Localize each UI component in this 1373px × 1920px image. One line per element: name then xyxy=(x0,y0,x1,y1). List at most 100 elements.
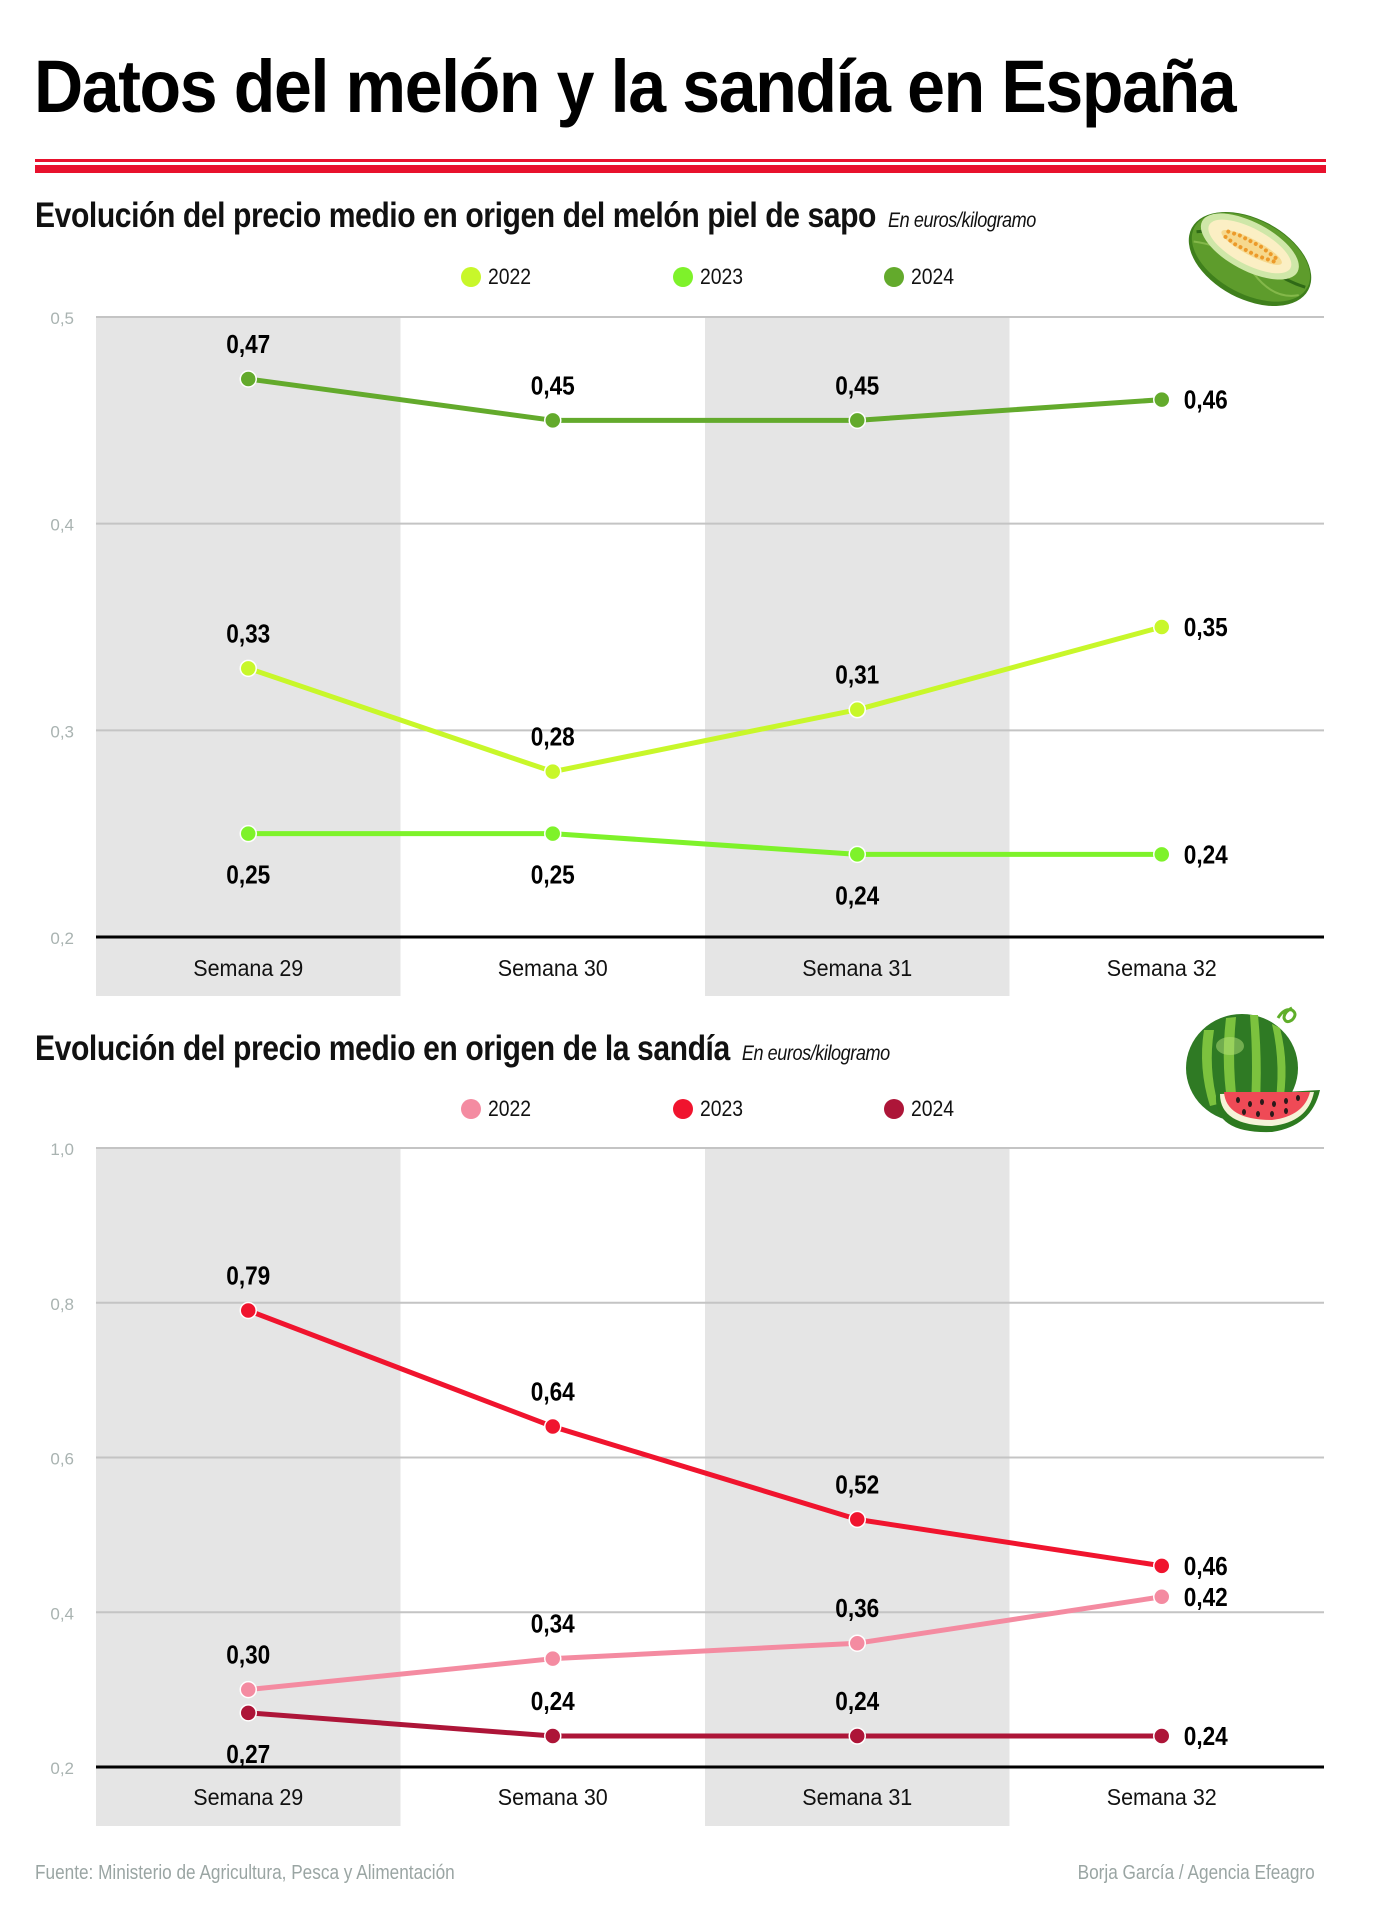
melon-chart-title-text: Evolución del precio medio en origen del… xyxy=(35,196,877,235)
data-label-2024: 0,27 xyxy=(226,1739,270,1769)
legend-label-2022: 2022 xyxy=(488,1096,532,1121)
data-point-2022 xyxy=(848,1634,866,1652)
y-tick-label: 0,4 xyxy=(50,516,74,535)
legend-dot-2022 xyxy=(461,267,481,287)
data-point-2024 xyxy=(1153,1727,1171,1745)
column-band xyxy=(96,1148,401,1826)
data-point-2024 xyxy=(239,370,257,388)
legend-dot-2022 xyxy=(461,1099,481,1119)
y-tick-label: 0,2 xyxy=(50,1759,74,1778)
data-point-2023 xyxy=(544,824,562,843)
data-point-2023 xyxy=(1153,1557,1171,1575)
melon-chart-title: Evolución del precio medio en origen del… xyxy=(35,196,1036,236)
legend-dot-2023 xyxy=(673,267,693,287)
x-tick-label: Semana 30 xyxy=(498,955,608,981)
data-label-2024: 0,24 xyxy=(835,1686,879,1716)
data-point-2022 xyxy=(1153,618,1171,636)
data-label-2024: 0,45 xyxy=(835,370,879,400)
data-point-2022 xyxy=(544,1649,562,1668)
watermelon-chart-title-text: Evolución del precio medio en origen de … xyxy=(35,1029,730,1068)
x-tick-label: Semana 31 xyxy=(802,955,912,981)
y-tick-label: 0,5 xyxy=(50,309,74,328)
watermelon-icon xyxy=(1186,1006,1320,1133)
y-tick-label: 0,2 xyxy=(50,929,74,948)
legend-label-2023: 2023 xyxy=(700,264,744,289)
y-tick-label: 0,8 xyxy=(50,1295,74,1314)
melon-icon xyxy=(1188,212,1312,306)
data-point-2024 xyxy=(848,1727,866,1745)
y-tick-label: 0,6 xyxy=(50,1450,74,1469)
y-tick-label: 1,0 xyxy=(50,1140,74,1159)
watermelon-chart-units: En euros/kilogramo xyxy=(741,1042,890,1065)
data-label-2024: 0,46 xyxy=(1184,385,1228,415)
x-tick-label: Semana 30 xyxy=(498,1784,608,1810)
melon-chart-units: En euros/kilogramo xyxy=(888,209,1036,232)
y-tick-label: 0,4 xyxy=(50,1604,74,1623)
legend-item-2024: 2024 xyxy=(884,264,960,290)
column-band xyxy=(96,317,401,996)
series-line-2022 xyxy=(247,1594,1163,1693)
data-point-2023 xyxy=(239,824,257,843)
data-point-2022 xyxy=(239,659,257,678)
x-tick-label: Semana 31 xyxy=(802,1784,912,1810)
data-point-2023 xyxy=(544,1417,562,1436)
data-point-2024 xyxy=(544,1727,562,1745)
data-label-2024: 0,24 xyxy=(531,1686,575,1716)
legend-dot-2024 xyxy=(884,267,904,287)
series-line-2023 xyxy=(248,831,1162,857)
data-point-2023 xyxy=(848,845,866,864)
series-line-2024 xyxy=(247,376,1162,423)
data-label-2023: 0,52 xyxy=(835,1469,879,1499)
watermelon-legend: 2022 2023 2024 xyxy=(0,1096,1373,1126)
data-label-2024: 0,45 xyxy=(531,370,575,400)
data-point-2023 xyxy=(1153,845,1171,864)
x-tick-label: Semana 32 xyxy=(1107,955,1217,981)
x-tick-label: Semana 32 xyxy=(1107,1784,1217,1810)
series-line-2023 xyxy=(247,1308,1163,1569)
legend-item-2023: 2023 xyxy=(673,1096,749,1122)
y-tick-label: 0,3 xyxy=(50,722,74,741)
legend-label-2023: 2023 xyxy=(700,1096,744,1121)
legend-item-2024: 2024 xyxy=(884,1096,960,1122)
data-label-2022: 0,28 xyxy=(531,722,575,752)
data-label-2023: 0,24 xyxy=(1184,839,1228,869)
data-point-2024 xyxy=(1153,390,1171,409)
x-tick-label: Semana 29 xyxy=(193,1784,303,1810)
data-point-2023 xyxy=(239,1301,257,1320)
data-label-2022: 0,33 xyxy=(226,618,270,648)
data-label-2022: 0,30 xyxy=(226,1640,270,1670)
page-title: Datos del melón y la sandía en España xyxy=(34,45,1237,128)
series-line-2022 xyxy=(247,624,1163,775)
title-rule-thick xyxy=(35,165,1326,173)
data-point-2022 xyxy=(544,762,562,781)
data-label-2024: 0,47 xyxy=(226,329,270,359)
data-label-2022: 0,34 xyxy=(531,1609,575,1639)
source-note: Fuente: Ministerio de Agricultura, Pesca… xyxy=(35,1862,455,1884)
data-point-2024 xyxy=(544,411,562,430)
series-line-2024 xyxy=(248,1710,1162,1739)
credit-note: Borja García / Agencia Efeagro xyxy=(1077,1862,1315,1884)
data-point-2022 xyxy=(1153,1588,1171,1606)
title-rule-thin xyxy=(35,159,1326,162)
x-tick-label: Semana 29 xyxy=(193,955,303,981)
legend-label-2022: 2022 xyxy=(488,264,532,289)
data-label-2023: 0,25 xyxy=(226,860,270,890)
data-point-2022 xyxy=(848,700,866,719)
data-label-2023: 0,25 xyxy=(531,860,575,890)
legend-dot-2023 xyxy=(673,1099,693,1119)
legend-item-2023: 2023 xyxy=(673,264,749,290)
legend-item-2022: 2022 xyxy=(461,1096,537,1122)
melon-price-chart: 0,2 0,3 0,4 0,5 Semana 29 Semana 30 Semana 31 S… xyxy=(50,309,1324,996)
data-label-2023: 0,79 xyxy=(226,1260,270,1290)
legend-label-2024: 2024 xyxy=(911,1096,955,1121)
data-label-2024: 0,24 xyxy=(1184,1721,1228,1751)
data-label-2023: 0,64 xyxy=(531,1377,575,1407)
data-label-2023: 0,24 xyxy=(835,880,879,910)
data-label-2022: 0,36 xyxy=(835,1593,879,1623)
data-point-2022 xyxy=(239,1680,257,1699)
watermelon-chart-title: Evolución del precio medio en origen de … xyxy=(35,1029,890,1069)
melon-legend: 2022 2023 2024 xyxy=(0,264,1373,294)
column-band xyxy=(705,317,1010,996)
data-label-2023: 0,46 xyxy=(1184,1551,1228,1581)
watermelon-price-chart: 0,2 0,4 0,6 0,8 1,0 Semana 29 Semana 30 Semana … xyxy=(50,1140,1324,1826)
